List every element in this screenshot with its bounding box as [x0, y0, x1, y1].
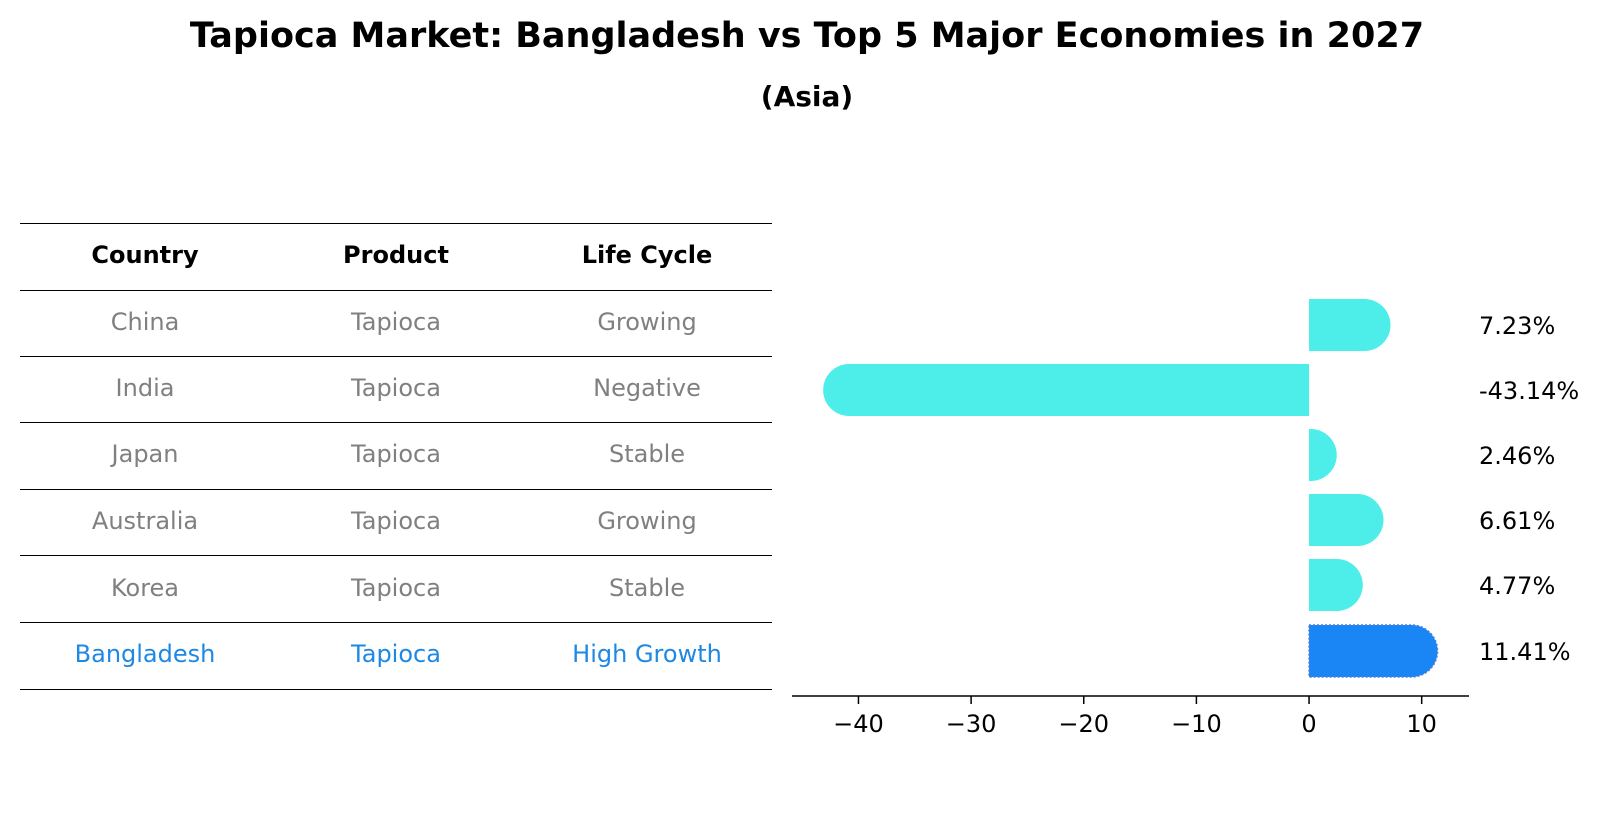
bar-japan: [1309, 429, 1337, 481]
bar-bangladesh: [1308, 624, 1439, 678]
table-rule: [20, 689, 772, 690]
bar-korea: [1309, 559, 1363, 611]
cell-product-highlight: Tapioca: [351, 640, 441, 668]
cell-life-cycle: Negative: [593, 374, 701, 402]
table-rule: [20, 555, 772, 556]
table-rule: [20, 422, 772, 423]
cell-country: China: [110, 308, 180, 336]
x-tick-label: −10: [1171, 710, 1222, 738]
chart-subtitle: (Asia): [760, 80, 854, 113]
value-label-china: 7.23%: [1479, 312, 1555, 340]
cell-country: Korea: [110, 574, 180, 602]
chart-title: Tapioca Market: Bangladesh vs Top 5 Majo…: [189, 16, 1425, 56]
cell-life-cycle: Growing: [597, 507, 697, 535]
cell-life-cycle: Growing: [597, 308, 697, 336]
cell-life-cycle: Stable: [608, 574, 686, 602]
x-tick-label: −30: [946, 710, 997, 738]
header-life-cycle: Life Cycle: [581, 241, 713, 269]
cell-country: Japan: [111, 440, 179, 468]
bar-india: [823, 364, 1310, 416]
value-label-bangladesh: 11.41%: [1479, 638, 1571, 666]
x-tick-label: 10: [1406, 710, 1437, 738]
cell-country: India: [115, 374, 175, 402]
table-rule: [20, 290, 772, 291]
header-product: Product: [343, 241, 449, 269]
cell-life-cycle: Stable: [608, 440, 686, 468]
value-label-india: -43.14%: [1479, 377, 1579, 405]
bar-australia: [1309, 494, 1384, 546]
table-rule: [20, 489, 772, 490]
cell-product: Tapioca: [351, 574, 441, 602]
x-tick-label: −20: [1058, 710, 1109, 738]
cell-product: Tapioca: [351, 440, 441, 468]
cell-product: Tapioca: [351, 308, 441, 336]
table-rule: [20, 356, 772, 357]
table-rule: [20, 622, 772, 623]
table-rule: [20, 223, 772, 224]
value-label-japan: 2.46%: [1479, 442, 1555, 470]
cell-product: Tapioca: [351, 507, 441, 535]
value-label-australia: 6.61%: [1479, 507, 1555, 535]
header-country: Country: [91, 241, 199, 269]
x-tick-label: 0: [1301, 710, 1316, 738]
cell-life-cycle-highlight: High Growth: [572, 640, 722, 668]
x-tick-label: −40: [833, 710, 884, 738]
cell-country-highlight: Bangladesh: [74, 640, 216, 668]
cell-country: Australia: [91, 507, 199, 535]
bar-china: [1309, 299, 1391, 351]
cell-product: Tapioca: [351, 374, 441, 402]
value-label-korea: 4.77%: [1479, 572, 1555, 600]
